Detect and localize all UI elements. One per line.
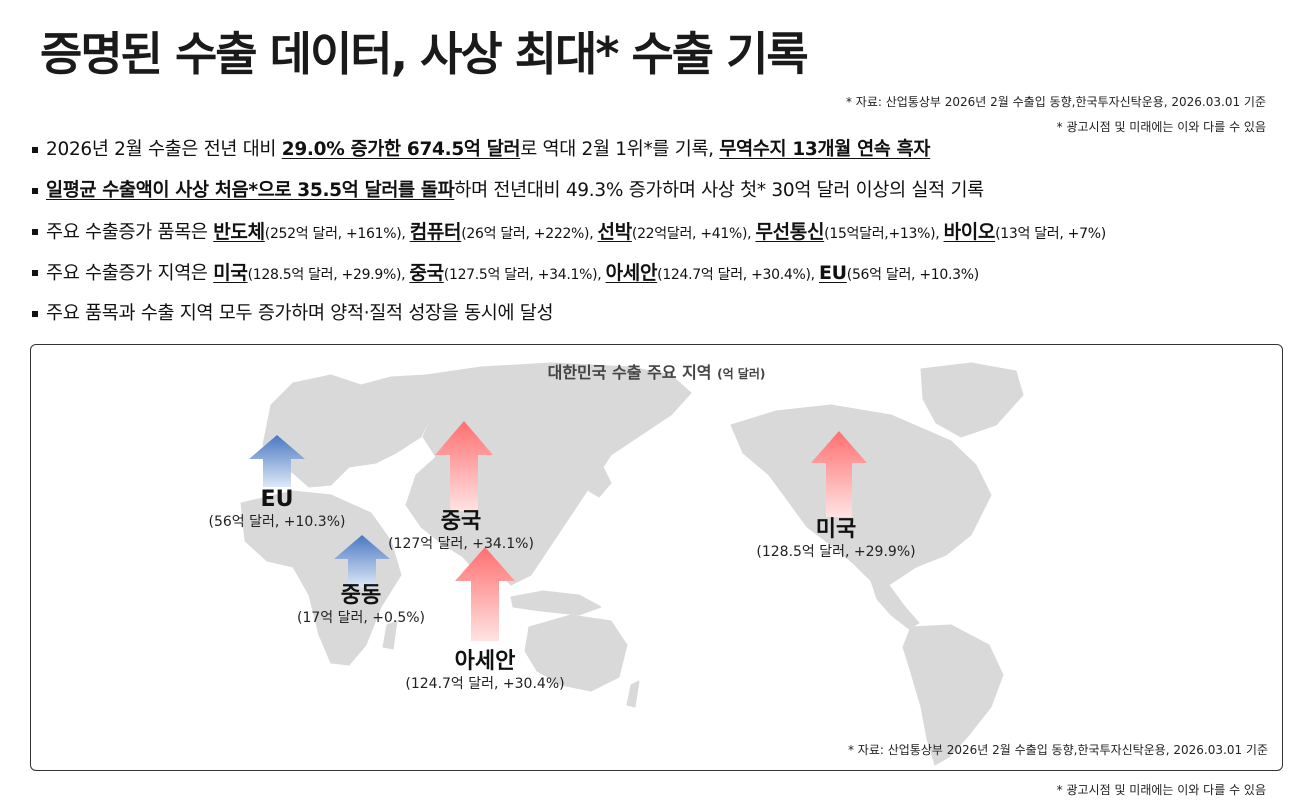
australia-landmass [524, 614, 628, 692]
north-america-landmass [730, 404, 992, 586]
region-label-value: (56억 달러, +10.3%) [208, 514, 346, 530]
africa-landmass [240, 490, 402, 666]
south-america-landmass [902, 624, 1004, 766]
region-label-usa: 미국 (128.5억 달러, +29.9%) [736, 517, 936, 561]
map-title: 대한민국 수출 주요 지역 (억 달러) [547, 363, 766, 382]
region-name: 아세안 [605, 262, 658, 284]
bullet-summary: 주요 품목과 수출 지역 모두 증가하며 양적·질적 성장을 동시에 달성 [30, 300, 1292, 341]
region-label-name: 아세안 [454, 649, 516, 674]
japan-landmass [588, 466, 612, 498]
product-detail: (22억달러, +41%), [631, 226, 756, 242]
region-detail: (128.5억 달러, +29.9%), [247, 267, 410, 283]
region-label-name: 중국 [440, 509, 482, 534]
arrow-up-icon [249, 435, 305, 487]
central-america-landmass [870, 580, 920, 630]
islands-landmass [510, 590, 602, 616]
madagascar-landmass [382, 620, 398, 650]
product-detail: (15억달러,+13%), [824, 226, 944, 242]
export-map-panel: 대한민국 수출 주요 지역 (억 달러) [30, 344, 1283, 771]
product-name: 컴퓨터 [409, 221, 462, 243]
region-label-name: 중동 [340, 583, 382, 608]
product-detail: (26억 달러, +222%), [461, 226, 598, 242]
source-note: * 자료: 산업통상부 2026년 2월 수출입 동향,한국투자신탁운용, 20… [845, 95, 1266, 109]
bullet-list: 2026년 2월 수출은 전년 대비 29.0% 증가한 674.5억 달러로 … [30, 136, 1292, 341]
footer-disclaimer: * 광고시점 및 미래에는 이와 다를 수 있음 [1056, 783, 1266, 797]
highlight-daily-average: 일평균 수출액이 사상 처음*으로 35.5억 달러를 돌파 [46, 180, 455, 201]
highlight-trade-surplus: 무역수지 13개월 연속 흑자 [719, 139, 931, 160]
region-label-value: (127억 달러, +34.1%) [388, 536, 534, 552]
disclaimer-note: * 광고시점 및 미래에는 이와 다를 수 있음 [1056, 120, 1266, 134]
product-name: 반도체 [213, 221, 265, 243]
arrow-up-icon [334, 535, 390, 587]
arrow-up-icon [811, 431, 867, 517]
map-source-note: * 자료: 산업통상부 2026년 2월 수출입 동향,한국투자신탁운용, 20… [847, 743, 1268, 757]
bullet-products: 주요 수출증가 품목은 반도체(252억 달러, +161%), 컴퓨터(26억… [30, 218, 1292, 259]
asia-landmass [405, 362, 692, 586]
greenland-landmass [920, 362, 1024, 438]
map-unit: (억 달러) [717, 367, 766, 381]
region-label-china: 중국 (127억 달러, +34.1%) [371, 509, 551, 553]
region-label-value: (17억 달러, +0.5%) [296, 610, 426, 626]
region-label-name: EU [260, 487, 294, 512]
bullet-export-total: 2026년 2월 수출은 전년 대비 29.0% 증가한 674.5억 달러로 … [30, 136, 1292, 177]
region-label-value: (128.5억 달러, +29.9%) [756, 544, 916, 560]
page-title: 증명된 수출 데이터, 사상 최대* 수출 기록 [40, 27, 809, 81]
highlight-growth: 29.0% 증가한 674.5억 달러 [281, 139, 521, 160]
region-name: 미국 [213, 262, 248, 284]
region-label-name: 미국 [815, 517, 857, 542]
product-detail: (252억 달러, +161%), [264, 226, 410, 242]
region-name: 중국 [409, 262, 444, 284]
region-label-eu: EU (56억 달러, +10.3%) [197, 487, 357, 531]
product-name: 무선통신 [755, 221, 825, 243]
product-name: 선박 [597, 221, 633, 243]
region-label-middle-east: 중동 (17억 달러, +0.5%) [281, 583, 441, 627]
region-detail: (127.5억 달러, +34.1%), [443, 267, 606, 283]
bullet-daily-average: 일평균 수출액이 사상 처음*으로 35.5억 달러를 돌파하며 전년대비 49… [30, 177, 1292, 218]
world-map-icon [240, 362, 1024, 766]
region-detail: (56억 달러, +10.3%) [846, 267, 979, 283]
product-detail: (13억 달러, +7%) [995, 226, 1106, 242]
arrow-up-icon [435, 421, 493, 511]
region-label-value: (124.7억 달러, +30.4%) [405, 676, 565, 692]
bullet-regions: 주요 수출증가 지역은 미국(128.5억 달러, +29.9%), 중국(12… [30, 259, 1292, 300]
region-label-asean: 아세안 (124.7억 달러, +30.4%) [385, 649, 585, 693]
arrow-up-icon [455, 547, 515, 641]
region-name: EU [818, 262, 847, 284]
new-zealand-landmass [626, 680, 640, 708]
region-detail: (124.7억 달러, +30.4%), [657, 267, 819, 283]
product-name: 바이오 [943, 221, 996, 243]
